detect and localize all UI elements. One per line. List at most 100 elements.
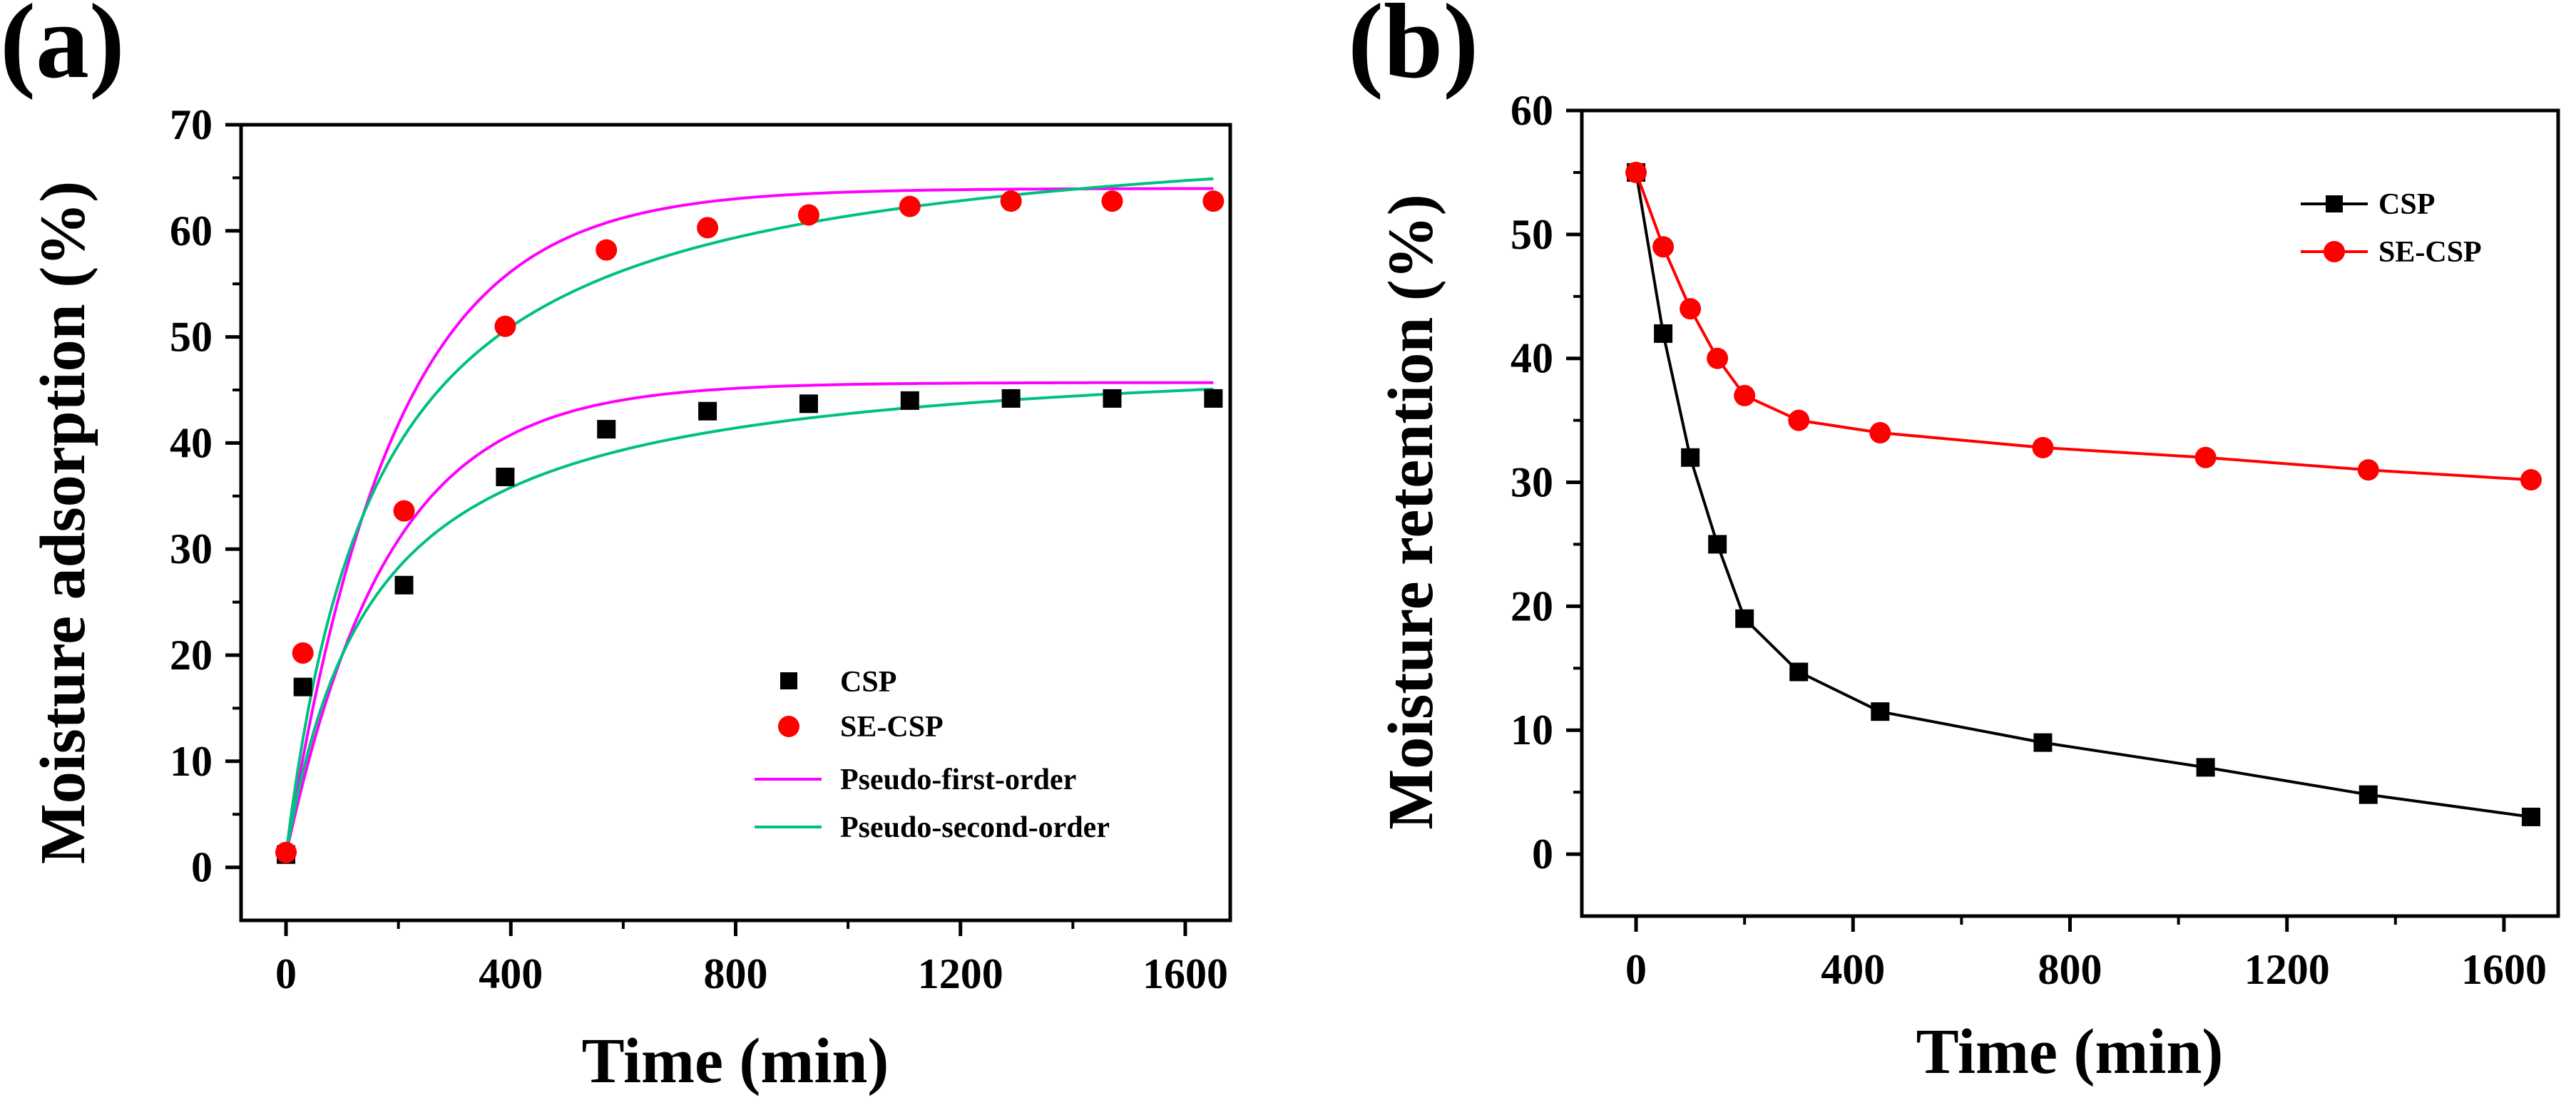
- data-point-csp: [597, 420, 616, 439]
- data-point-se-csp: [1734, 384, 1756, 406]
- data-point-se-csp: [1000, 190, 1022, 212]
- legend-label-pseudo-first-order: Pseudo-first-order: [840, 764, 1076, 796]
- panel-b-label: (b): [1348, 0, 1478, 101]
- x-tick-label: 1200: [918, 950, 1003, 997]
- data-point-csp: [1708, 535, 1727, 554]
- x-tick-label: 0: [275, 950, 297, 997]
- panel-a-data-points: [275, 190, 1225, 864]
- data-point-se-csp: [596, 239, 618, 261]
- x-tick-label: 0: [1625, 946, 1647, 993]
- data-point-csp: [2521, 807, 2540, 826]
- legend-label-csp-b: CSP: [2378, 188, 2435, 221]
- panel-a: (a) 0 400 800 1200 1600 0 10 20 30 40 50 60 70 Time…: [0, 0, 1232, 1096]
- x-tick-label: 1600: [2461, 946, 2547, 993]
- legend-label-se-csp: SE-CSP: [840, 711, 944, 744]
- fit-line-pseudo-first-order-0: [285, 187, 1214, 855]
- x-tick-label: 400: [479, 950, 543, 997]
- panel-a-label: (a): [0, 0, 125, 101]
- x-tick-label: 800: [2038, 946, 2102, 993]
- y-tick-label: 60: [1511, 87, 1553, 134]
- data-point-csp: [1789, 662, 1809, 682]
- panel-b-legend: CSP SE-CSP: [2301, 188, 2482, 269]
- data-point-se-csp: [1101, 190, 1123, 212]
- data-point-csp: [1001, 389, 1021, 408]
- data-point-csp: [293, 677, 312, 697]
- fit-line-pseudo-second-order-1: [285, 387, 1214, 855]
- panel-b-x-axis-title: Time (min): [1916, 1017, 2224, 1087]
- series-line-csp: [1635, 172, 2532, 818]
- data-point-se-csp: [2520, 469, 2542, 491]
- x-tick-label: 800: [704, 950, 768, 997]
- data-point-se-csp: [2357, 459, 2379, 481]
- panel-b-x-ticks: 0 400 800 1200 1600: [1625, 916, 2547, 993]
- data-point-se-csp: [1707, 347, 1729, 369]
- data-point-se-csp: [494, 315, 516, 337]
- fit-line-pseudo-first-order-1: [285, 381, 1214, 855]
- legend-marker-se-csp: [778, 716, 799, 737]
- data-point-se-csp: [2032, 436, 2054, 458]
- data-point-csp: [1103, 389, 1122, 408]
- x-tick-label: 1200: [2244, 946, 2330, 993]
- y-tick-label: 10: [1511, 706, 1553, 754]
- y-tick-label: 20: [1511, 582, 1553, 629]
- data-point-se-csp: [697, 217, 719, 239]
- data-point-csp: [698, 401, 717, 421]
- data-point-csp: [2033, 733, 2053, 752]
- panel-b-y-ticks: 0 10 20 30 40 50 60: [1511, 87, 1582, 878]
- legend-label-se-csp-b: SE-CSP: [2378, 236, 2482, 269]
- y-tick-label: 0: [191, 844, 213, 891]
- panel-b-plot-frame: [1580, 108, 2560, 918]
- panel-b-series-lines: [1635, 172, 2532, 818]
- panel-b-data-points: [1625, 161, 2542, 826]
- data-point-se-csp: [275, 841, 297, 863]
- legend-marker-csp: [780, 672, 797, 689]
- panel-a-fit-lines: [285, 177, 1214, 855]
- y-tick-label: 30: [1511, 459, 1553, 506]
- legend-label-csp: CSP: [840, 666, 896, 699]
- y-tick-label: 0: [1532, 831, 1553, 878]
- data-point-csp: [1654, 324, 1673, 343]
- data-point-se-csp: [899, 195, 921, 217]
- data-point-csp: [496, 468, 515, 487]
- data-point-csp: [1871, 702, 1890, 721]
- y-tick-label: 20: [170, 632, 213, 679]
- y-tick-label: 10: [170, 738, 213, 785]
- legend-marker-se-csp-b: [2324, 241, 2345, 262]
- panel-a-x-axis-title: Time (min): [582, 1026, 889, 1096]
- panel-a-y-ticks: 0 10 20 30 40 50 60 70: [170, 101, 241, 891]
- data-point-csp: [1681, 448, 1700, 467]
- panel-a-legend: CSP SE-CSP Pseudo-first-order Pseudo-sec…: [755, 666, 1110, 844]
- data-point-se-csp: [1652, 236, 1675, 258]
- data-point-csp: [1204, 389, 1223, 408]
- data-point-se-csp: [1788, 409, 1810, 431]
- data-point-se-csp: [1680, 298, 1702, 320]
- legend-label-pseudo-second-order: Pseudo-second-order: [840, 811, 1110, 844]
- x-tick-label: 1600: [1143, 950, 1228, 997]
- y-tick-label: 60: [170, 207, 213, 255]
- data-point-se-csp: [393, 500, 415, 522]
- data-point-csp: [1735, 609, 1754, 628]
- data-point-se-csp: [797, 204, 819, 226]
- panel-a-x-ticks: 0 400 800 1200 1600: [275, 920, 1228, 997]
- y-tick-label: 30: [170, 525, 213, 572]
- x-tick-label: 400: [1821, 946, 1885, 993]
- data-point-csp: [2196, 758, 2215, 777]
- data-point-se-csp: [1202, 190, 1225, 212]
- fit-line-pseudo-second-order-0: [285, 177, 1214, 855]
- panel-a-y-axis-title: Moisture adsorption (%): [28, 181, 98, 864]
- panel-b: (b) 0 400 800 1200 1600 0 10 20 30 40 50 60 Time (…: [1348, 0, 2560, 1087]
- legend-marker-csp-b: [2326, 195, 2343, 212]
- y-tick-label: 50: [170, 314, 213, 361]
- y-tick-label: 40: [170, 419, 213, 466]
- data-point-se-csp: [2194, 446, 2217, 468]
- data-point-se-csp: [292, 642, 314, 664]
- data-point-csp: [900, 391, 919, 410]
- data-point-csp: [394, 575, 414, 595]
- data-point-se-csp: [1869, 422, 1891, 443]
- y-tick-label: 70: [170, 101, 213, 148]
- panel-a-plot-frame: [239, 123, 1232, 923]
- y-tick-label: 40: [1511, 335, 1553, 382]
- data-point-se-csp: [1625, 161, 1647, 183]
- panel-b-y-axis-title: Moisture retention (%): [1376, 194, 1446, 829]
